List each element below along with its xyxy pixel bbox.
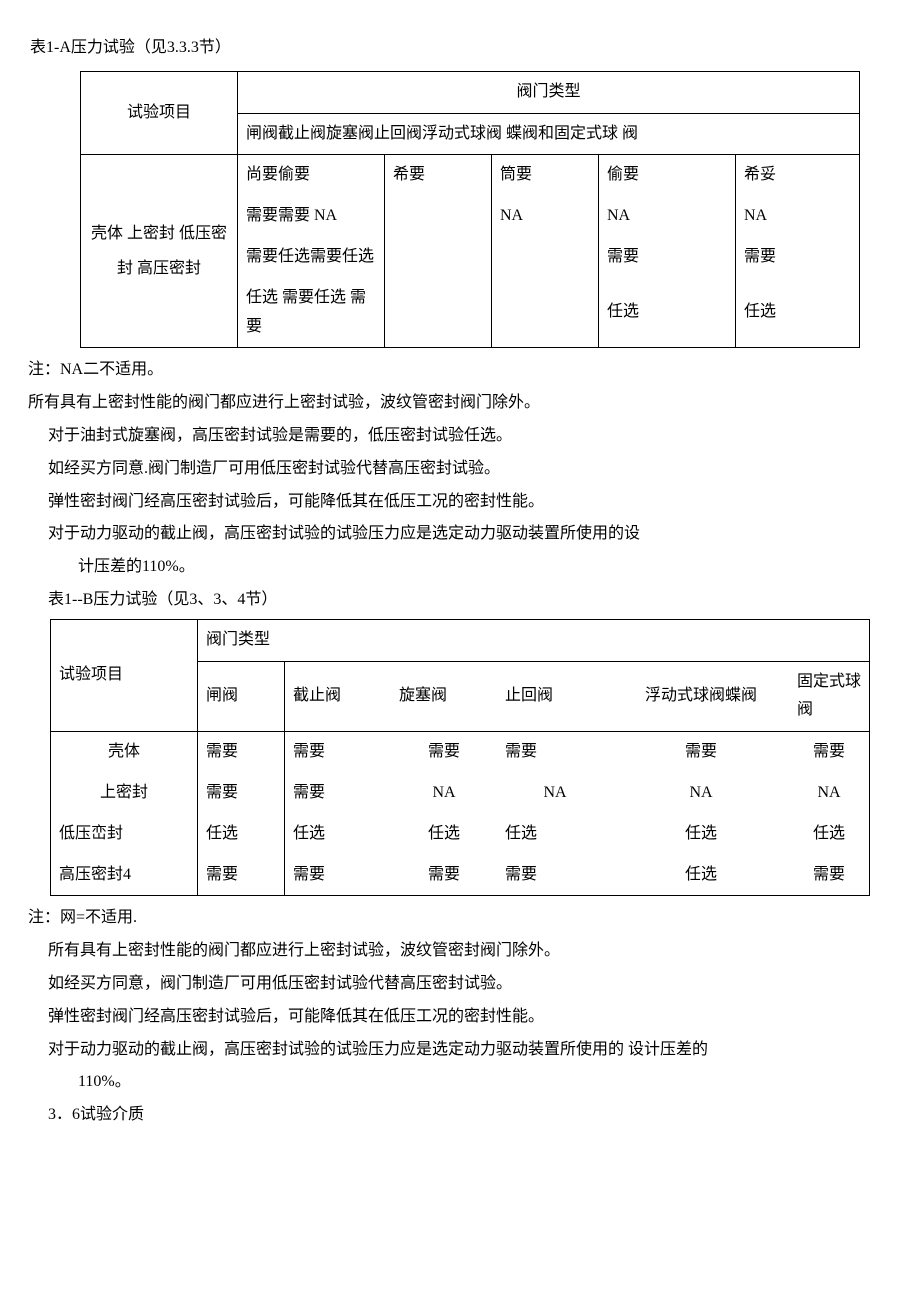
table-cell: 任选	[391, 814, 497, 855]
table-cell: 任选	[497, 814, 613, 855]
table-cell	[492, 278, 599, 348]
table-cell: NA	[497, 773, 613, 814]
table-cell: 需要	[285, 773, 392, 814]
table-cell: 任选	[198, 814, 285, 855]
table-cell: 希妥	[736, 155, 860, 196]
note-a-line: 所有具有上密封性能的阀门都应进行上密封试验，波纹管密封阀门除外。	[28, 389, 900, 418]
note-b-line: 弹性密封阀门经高压密封试验后，可能降低其在低压工况的密封性能。	[48, 1003, 900, 1032]
table-cell: 需要	[391, 855, 497, 896]
note-a-line: 如经买方同意.阀门制造厂可用低压密封试验代替高压密封试验。	[48, 455, 900, 484]
table-cell: 需要	[497, 732, 613, 773]
table-a-proj-header: 试验项目	[81, 71, 238, 155]
table-cell: 需要	[599, 237, 736, 278]
table-cell: 任选	[613, 855, 789, 896]
note-b-line: 所有具有上密封性能的阀门都应进行上密封试验，波纹管密封阀门除外。	[48, 937, 900, 966]
table-b-row-label: 壳体	[51, 732, 198, 773]
table-b-type-header: 阀门类型	[198, 619, 870, 661]
table-b-col: 闸阀	[198, 661, 285, 732]
table-b-row-label: 上密封	[51, 773, 198, 814]
note-a-line: 对于动力驱动的截止阀，高压密封试验的试验压力应是选定动力驱动装置所使用的设	[48, 520, 900, 549]
table-cell: 任选	[599, 278, 736, 348]
table-cell: NA	[736, 196, 860, 237]
note-a-line: 弹性密封阀门经高压密封试验后，可能降低其在低压工况的密封性能。	[48, 488, 900, 517]
table-a-proj-cell: 壳体 上密封 低压密封 高压密封	[81, 155, 238, 348]
note-a-line: 对于油封式旋塞阀，高压密封试验是需要的，低压密封试验任选。	[48, 422, 900, 451]
table-b-row-label: 低压峦封	[51, 814, 198, 855]
note-b-line: 110%。	[78, 1068, 900, 1097]
table-a-type-header: 阀门类型	[238, 71, 860, 113]
table-cell: 希要	[385, 155, 492, 196]
table-cell: NA	[599, 196, 736, 237]
note-b-line: 注：网=不适用.	[28, 904, 900, 933]
table-cell: 需要	[736, 237, 860, 278]
table-b-col: 旋塞阀	[391, 661, 497, 732]
table-a-types: 闸阀截止阀旋塞阀止回阀浮动式球阀 蝶阀和固定式球 阀	[238, 113, 860, 155]
table-cell: 需要任选需要任选	[238, 237, 385, 278]
table-cell: NA	[391, 773, 497, 814]
section-heading: 3．6试验介质	[48, 1101, 900, 1130]
table-cell: 任选	[285, 814, 392, 855]
table-cell: 需要	[198, 855, 285, 896]
table-b: 试验项目 阀门类型 闸阀 截止阀 旋塞阀 止回阀 浮动式球阀蝶阀 固定式球阀 壳…	[50, 619, 870, 897]
table-a-title: 表1-A压力试验（见3.3.3节）	[30, 34, 890, 63]
table-cell: NA	[492, 196, 599, 237]
table-cell: 需要需要 NA	[238, 196, 385, 237]
table-cell: 需要	[789, 732, 870, 773]
table-cell: 需要	[198, 732, 285, 773]
note-b-line: 如经买方同意，阀门制造厂可用低压密封试验代替高压密封试验。	[48, 970, 900, 999]
table-cell: 需要	[789, 855, 870, 896]
table-cell: 筒要	[492, 155, 599, 196]
table-cell: 需要	[391, 732, 497, 773]
table-b-col: 浮动式球阀蝶阀	[613, 661, 789, 732]
table-cell: 任选	[789, 814, 870, 855]
note-a-line: 计压差的110%。	[78, 553, 900, 582]
table-a: 试验项目 阀门类型 闸阀截止阀旋塞阀止回阀浮动式球阀 蝶阀和固定式球 阀 壳体 …	[80, 71, 860, 349]
table-b-title: 表1--B压力试验（见3、3、4节）	[48, 586, 900, 615]
table-b-col: 止回阀	[497, 661, 613, 732]
table-b-col: 固定式球阀	[789, 661, 870, 732]
table-cell: 任选	[736, 278, 860, 348]
note-a-line: 注：NA二不适用。	[28, 356, 900, 385]
table-cell	[385, 278, 492, 348]
table-b-col: 截止阀	[285, 661, 392, 732]
table-cell: 需要	[285, 855, 392, 896]
table-cell: NA	[789, 773, 870, 814]
table-cell: 需要	[613, 732, 789, 773]
table-cell: 需要	[497, 855, 613, 896]
note-b-line: 对于动力驱动的截止阀，高压密封试验的试验压力应是选定动力驱动装置所使用的 设计压…	[48, 1036, 900, 1065]
table-cell: 尚要偷要	[238, 155, 385, 196]
table-cell: 偷要	[599, 155, 736, 196]
table-cell: 任选	[613, 814, 789, 855]
table-b-row-label: 高压密封4	[51, 855, 198, 896]
table-cell	[385, 196, 492, 237]
table-b-proj-header: 试验项目	[51, 619, 198, 731]
table-cell	[385, 237, 492, 278]
table-cell: 任选 需要任选 需要	[238, 278, 385, 348]
table-cell: NA	[613, 773, 789, 814]
table-cell: 需要	[285, 732, 392, 773]
table-cell	[492, 237, 599, 278]
table-cell: 需要	[198, 773, 285, 814]
